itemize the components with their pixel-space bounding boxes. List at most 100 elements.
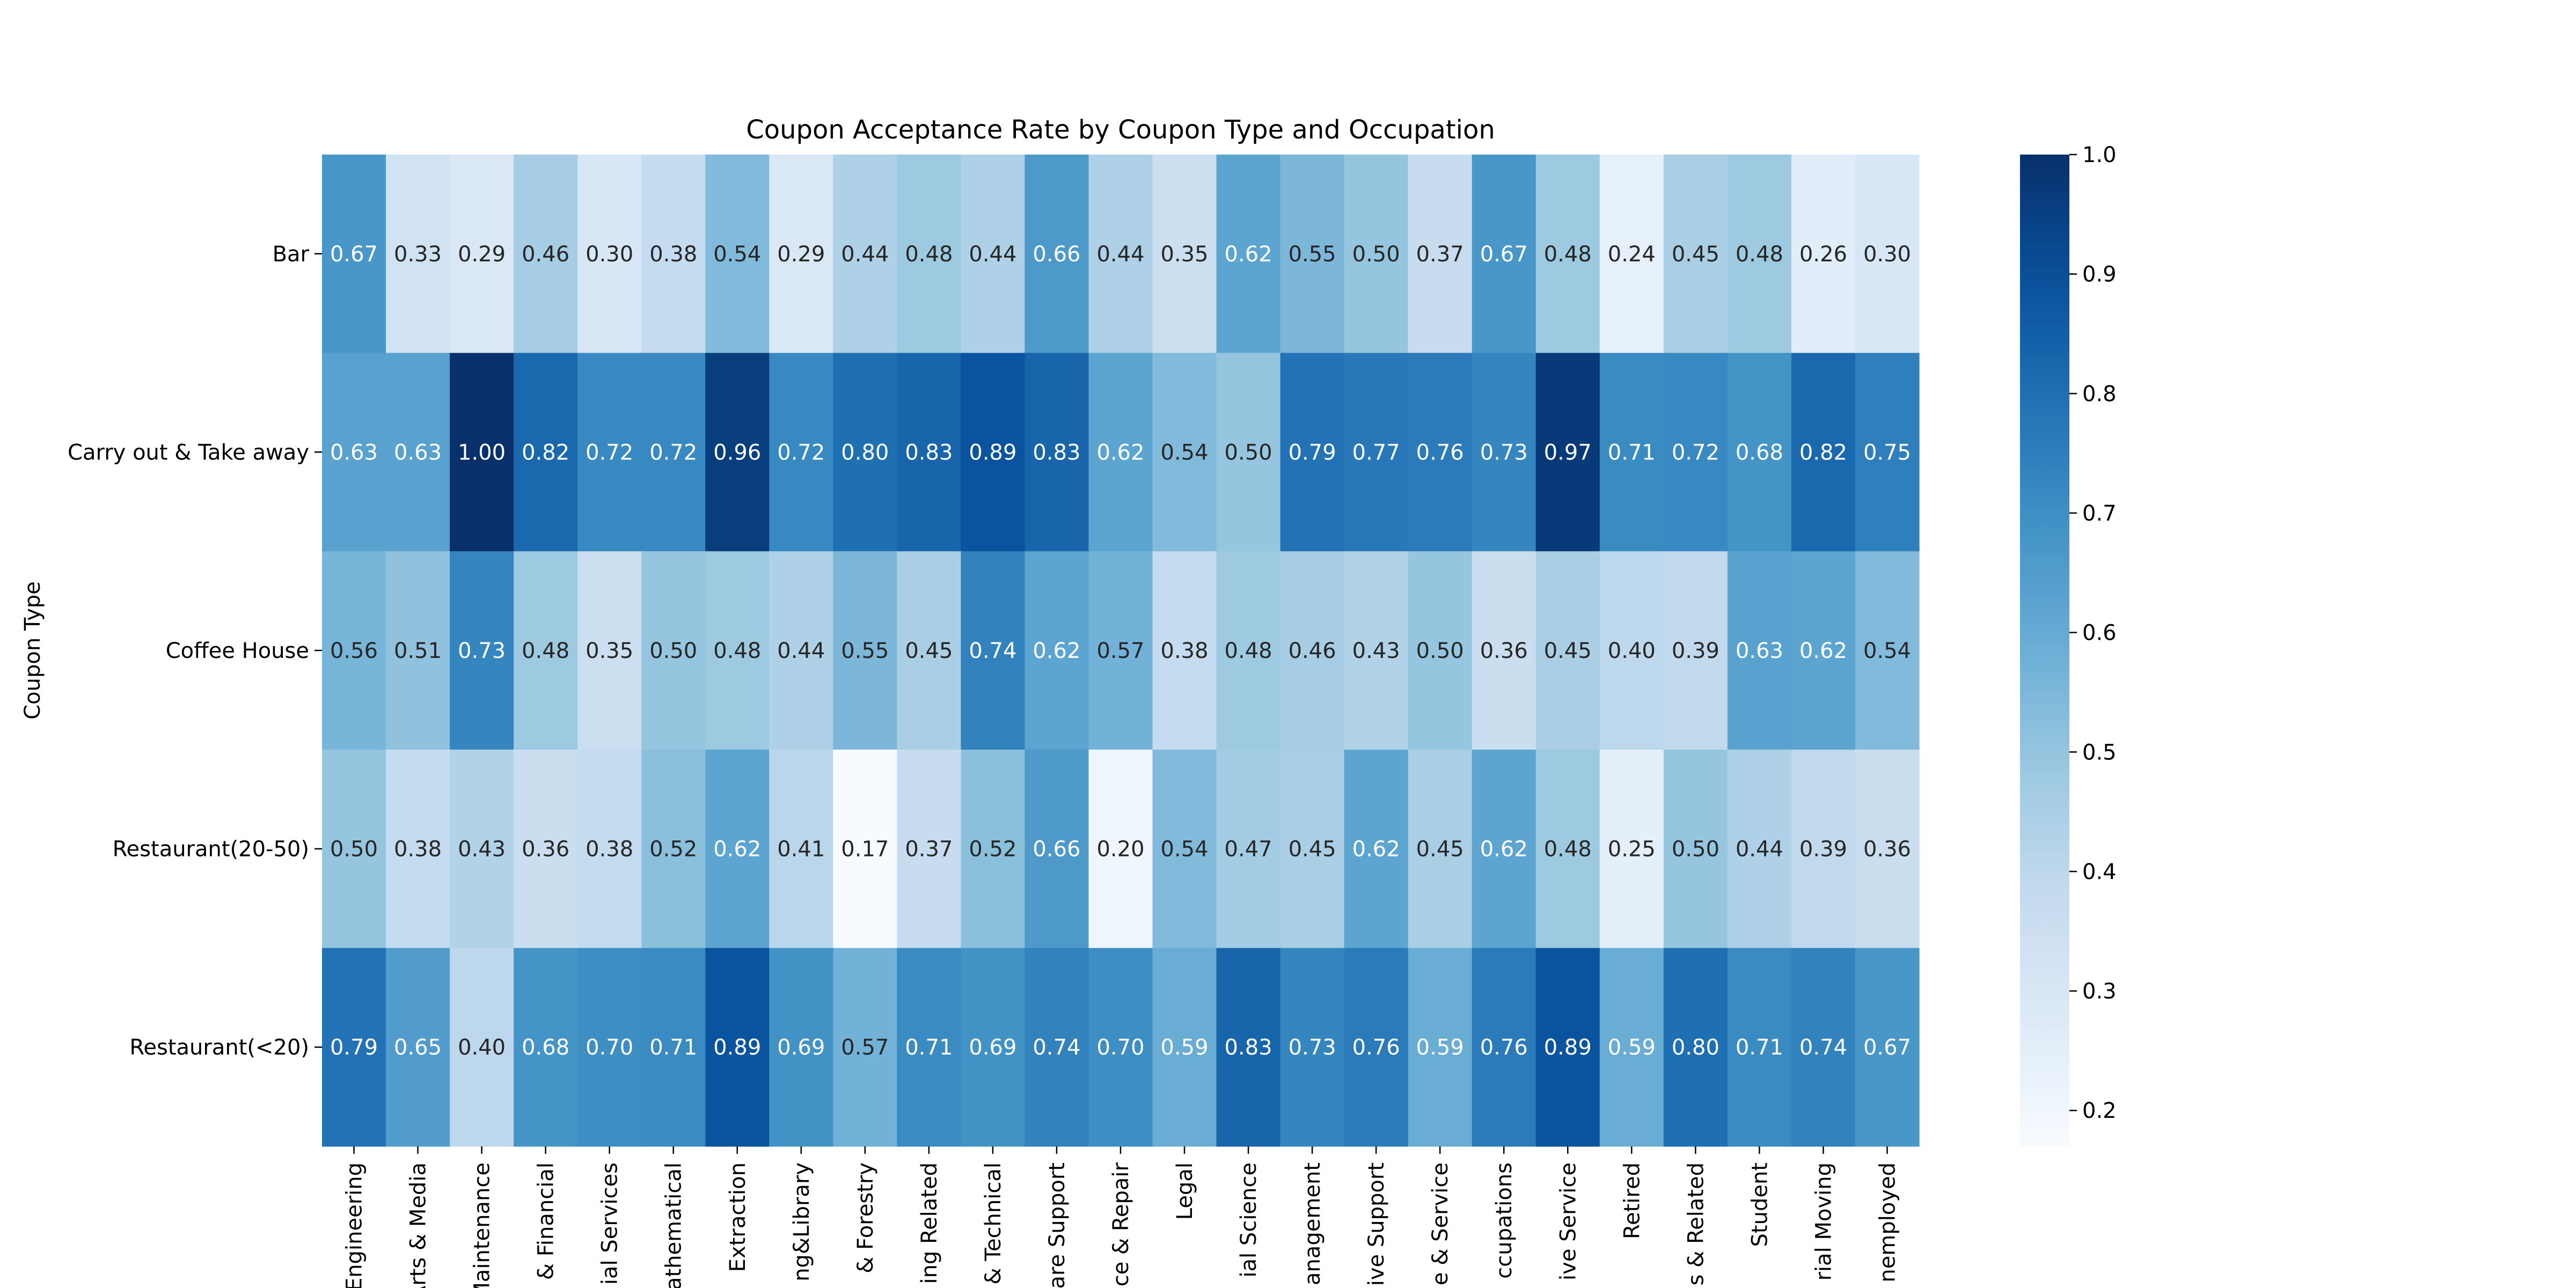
cell-value-label: 0.44 bbox=[969, 242, 1016, 267]
heatmap-cell bbox=[1472, 353, 1536, 552]
heatmap-cell bbox=[322, 948, 386, 1147]
heatmap-cell bbox=[961, 948, 1026, 1147]
x-tick-label-s-related: s & Related bbox=[1684, 1162, 1708, 1285]
x-tick-label-anagement: anagement bbox=[1300, 1162, 1325, 1285]
cell-value-label: 0.39 bbox=[1799, 837, 1847, 862]
heatmap-cell bbox=[1855, 551, 1920, 750]
heatmap-cell bbox=[1599, 749, 1664, 948]
cell-value-label: 0.38 bbox=[586, 837, 633, 862]
y-tick-label-restaurant-20-50: Restaurant(20-50) bbox=[113, 837, 309, 862]
cell-value-label: 0.83 bbox=[905, 440, 953, 465]
heatmap-cell bbox=[641, 551, 706, 750]
cell-value-label: 0.65 bbox=[394, 1035, 442, 1060]
heatmap-cell bbox=[322, 353, 386, 552]
colorbar-tick-label: 0.5 bbox=[2082, 740, 2117, 765]
cell-value-label: 0.50 bbox=[1672, 837, 1719, 862]
heatmap-cell bbox=[1408, 749, 1473, 948]
cell-value-label: 0.36 bbox=[522, 837, 569, 862]
cell-value-label: 0.29 bbox=[458, 242, 506, 267]
heatmap-cell bbox=[450, 948, 514, 1147]
heatmap-cell bbox=[705, 948, 770, 1147]
heatmap-cell bbox=[961, 353, 1026, 552]
heatmap-cell bbox=[1599, 551, 1664, 750]
cell-value-label: 0.48 bbox=[1544, 837, 1592, 862]
cell-value-label: 0.44 bbox=[841, 242, 889, 267]
cell-value-label: 0.50 bbox=[330, 837, 378, 862]
cell-value-label: 0.43 bbox=[458, 837, 506, 862]
heatmap-cell bbox=[1344, 948, 1409, 1147]
heatmap-cell bbox=[322, 551, 386, 750]
colorbar-tick-label: 0.6 bbox=[2082, 621, 2117, 646]
heatmap-cell bbox=[1855, 155, 1920, 354]
cell-value-label: 0.47 bbox=[1225, 837, 1272, 862]
y-tick-label-restaurant-20: Restaurant(<20) bbox=[129, 1035, 309, 1060]
cell-value-label: 0.41 bbox=[777, 837, 825, 862]
heatmap-cell bbox=[577, 155, 642, 354]
cell-value-label: 0.52 bbox=[969, 837, 1016, 862]
heatmap-cell bbox=[705, 749, 770, 948]
cell-value-label: 0.71 bbox=[1608, 440, 1656, 465]
colorbar-tick-label: 1.0 bbox=[2082, 143, 2117, 167]
cell-value-label: 0.68 bbox=[1736, 440, 1783, 465]
heatmap-cell bbox=[833, 353, 897, 552]
x-tick-label-ing-related: ing Related bbox=[917, 1162, 942, 1284]
heatmap-cell-labels: 0.67 0.33 0.29 0.46 0.30 0.38 0.54 0.29 0.44 0.48… bbox=[330, 242, 1911, 1060]
heatmap-cell bbox=[1791, 948, 1856, 1147]
cell-value-label: 0.36 bbox=[1480, 639, 1528, 663]
cell-value-label: 0.75 bbox=[1863, 440, 1911, 465]
colorbar-gradient bbox=[2020, 155, 2069, 1146]
cell-value-label: 0.80 bbox=[841, 440, 889, 465]
cell-value-label: 0.25 bbox=[1608, 837, 1656, 862]
heatmap-cell bbox=[1216, 155, 1281, 354]
cell-value-label: 0.48 bbox=[1225, 639, 1272, 663]
cell-value-label: 0.82 bbox=[522, 440, 569, 465]
x-tick-label-athematical: athematical bbox=[662, 1162, 686, 1288]
x-tick-label-extraction: Extraction bbox=[726, 1162, 750, 1272]
cell-value-label: 0.67 bbox=[1863, 1035, 1911, 1060]
heatmap-cell bbox=[450, 749, 514, 948]
x-tick-label-e-service: e & Service bbox=[1428, 1162, 1453, 1285]
cell-value-label: 0.50 bbox=[1416, 639, 1464, 663]
heatmap-cell bbox=[1152, 353, 1217, 552]
heatmap-cell bbox=[1855, 353, 1920, 552]
cell-value-label: 0.70 bbox=[586, 1035, 633, 1060]
cell-value-label: 0.74 bbox=[969, 639, 1016, 663]
heatmap-cell bbox=[1727, 551, 1792, 750]
heatmap-cell bbox=[1280, 551, 1345, 750]
cell-value-label: 0.38 bbox=[649, 242, 697, 267]
heatmap-cell bbox=[1280, 948, 1345, 1147]
heatmap-cell bbox=[386, 155, 450, 354]
cell-value-label: 0.35 bbox=[586, 639, 633, 663]
x-tick-label-ive-support: ive Support bbox=[1364, 1162, 1389, 1286]
x-tick-label-technical: & Technical bbox=[981, 1162, 1006, 1285]
cell-value-label: 0.71 bbox=[649, 1035, 697, 1060]
cell-value-label: 0.89 bbox=[1544, 1035, 1592, 1060]
cell-value-label: 0.82 bbox=[1799, 440, 1847, 465]
cell-value-label: 0.43 bbox=[1352, 639, 1400, 663]
cell-value-label: 0.72 bbox=[649, 440, 697, 465]
cell-value-label: 0.66 bbox=[1033, 837, 1080, 862]
cell-value-label: 0.80 bbox=[1672, 1035, 1719, 1060]
heatmap-cell bbox=[641, 749, 706, 948]
heatmap-cell bbox=[386, 749, 450, 948]
cell-value-label: 0.66 bbox=[1033, 242, 1080, 267]
chart-title: Coupon Acceptance Rate by Coupon Type an… bbox=[746, 115, 1495, 145]
heatmap-cell bbox=[1472, 155, 1536, 354]
heatmap-cell bbox=[705, 551, 770, 750]
x-tick-label-nemployed: nemployed bbox=[1875, 1162, 1900, 1283]
heatmap-cell bbox=[577, 353, 642, 552]
heatmap-cell bbox=[1088, 155, 1153, 354]
heatmap-cell bbox=[961, 551, 1026, 750]
heatmap-cell bbox=[514, 948, 578, 1147]
heatmap-cell bbox=[1599, 948, 1664, 1147]
cell-value-label: 0.72 bbox=[1672, 440, 1719, 465]
heatmap-cell bbox=[1727, 353, 1792, 552]
cell-value-label: 0.44 bbox=[1096, 242, 1144, 267]
heatmap-cell bbox=[1599, 155, 1664, 354]
heatmap-cell bbox=[1727, 948, 1792, 1147]
heatmap-cell bbox=[1344, 155, 1409, 354]
cell-value-label: 0.59 bbox=[1161, 1035, 1209, 1060]
heatmap-cell bbox=[1088, 353, 1153, 552]
heatmap-cell bbox=[1855, 749, 1920, 948]
heatmap-cell bbox=[1472, 551, 1536, 750]
